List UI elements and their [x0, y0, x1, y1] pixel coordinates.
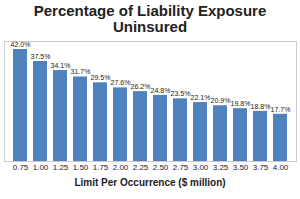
- svg-text:3.75: 3.75: [253, 163, 269, 172]
- svg-text:19.8%: 19.8%: [231, 100, 251, 107]
- svg-text:4.00: 4.00: [273, 163, 289, 172]
- svg-text:1.50: 1.50: [73, 163, 89, 172]
- svg-text:1.00: 1.00: [33, 163, 49, 172]
- svg-text:0.75: 0.75: [13, 163, 29, 172]
- svg-text:2.75: 2.75: [173, 163, 189, 172]
- svg-text:20.9%: 20.9%: [211, 97, 231, 104]
- svg-text:3.50: 3.50: [233, 163, 249, 172]
- svg-text:31.7%: 31.7%: [71, 68, 91, 75]
- svg-text:1.75: 1.75: [93, 163, 109, 172]
- svg-text:2.00: 2.00: [113, 163, 129, 172]
- svg-text:26.2%: 26.2%: [131, 83, 151, 90]
- svg-text:3.00: 3.00: [193, 163, 209, 172]
- svg-text:23.5%: 23.5%: [171, 90, 191, 97]
- html-text:Percentage of Liability Exposu: Percentage of Liability Exposure Uninsur…: [33, 2, 267, 35]
- svg-text:22.1%: 22.1%: [191, 94, 211, 101]
- svg-text:2.50: 2.50: [153, 163, 169, 172]
- svg-text:18.8%: 18.8%: [251, 103, 271, 110]
- svg-text:42.0%: 42.0%: [11, 41, 31, 48]
- svg-text:3.25: 3.25: [213, 163, 229, 172]
- svg-text:17.7%: 17.7%: [271, 106, 291, 113]
- svg-text:27.6%: 27.6%: [111, 79, 131, 86]
- svg-text:2.25: 2.25: [133, 163, 149, 172]
- svg-text:37.5%: 37.5%: [31, 53, 51, 60]
- html-text:Limit Per Occurrence ($ millio: Limit Per Occurrence ($ million): [74, 177, 226, 188]
- svg-text:34.1%: 34.1%: [51, 62, 71, 69]
- svg-text:24.8%: 24.8%: [151, 87, 171, 94]
- svg-text:29.5%: 29.5%: [91, 74, 111, 81]
- svg-text:1.25: 1.25: [53, 163, 69, 172]
